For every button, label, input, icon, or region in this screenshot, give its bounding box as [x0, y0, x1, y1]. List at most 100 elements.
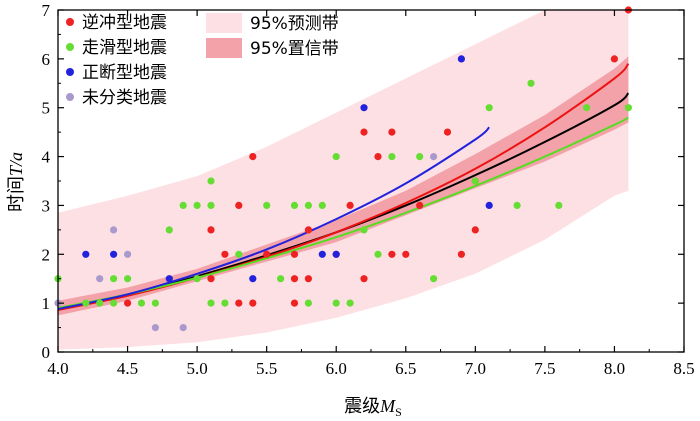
point-thrust: [388, 128, 396, 136]
y-tick-label: 3: [42, 196, 51, 215]
point-strike-slip: [430, 275, 438, 283]
legend-marker-unclassified: [66, 93, 74, 101]
point-strike-slip: [137, 299, 146, 307]
legend-label-unclassified: 未分类地震: [82, 88, 167, 108]
fit-lines-layer: [57, 63, 630, 311]
point-strike-slip: [360, 226, 368, 234]
point-thrust: [471, 226, 479, 234]
point-strike-slip: [235, 250, 243, 258]
point-strike-slip: [346, 299, 354, 307]
point-strike-slip: [583, 104, 591, 112]
point-strike-slip: [304, 201, 312, 209]
y-tick-label: 4: [42, 148, 51, 167]
point-thrust: [304, 275, 312, 283]
y-tick-label: 1: [42, 294, 51, 313]
point-strike-slip: [332, 299, 340, 307]
point-thrust: [290, 299, 299, 307]
point-thrust: [290, 275, 299, 283]
point-thrust: [235, 299, 243, 307]
point-strike-slip: [124, 275, 132, 283]
point-thrust: [346, 201, 354, 209]
legend-label-prediction-band: 95%预测带: [250, 14, 339, 34]
point-thrust: [402, 250, 410, 258]
x-tick-label: 6.0: [326, 359, 347, 378]
point-strike-slip: [388, 153, 396, 161]
x-tick-label: 8.0: [604, 359, 625, 378]
point-thrust: [416, 201, 424, 209]
legend: 逆冲型地震 走滑型地震 正断型地震 未分类地震 95%预测带 95%置信带: [66, 13, 339, 108]
point-strike-slip: [110, 299, 118, 307]
point-strike-slip: [416, 153, 424, 161]
point-strike-slip: [513, 201, 521, 209]
fit-line-normal: [57, 126, 490, 310]
point-normal: [82, 250, 90, 258]
point-strike-slip: [527, 79, 535, 87]
axes-layer: 4.0 4.5 5.0 5.5 6.0 6.5 7.0 7.5 8.0 8.5 0 1 2 3 4 5 6 7: [42, 1, 695, 378]
point-normal: [318, 250, 326, 258]
point-normal: [485, 201, 493, 209]
point-unclassified: [110, 226, 118, 234]
point-strike-slip: [110, 275, 118, 283]
data-points-layer: [54, 6, 633, 332]
point-thrust: [290, 250, 299, 258]
x-tick-label: 7.0: [465, 359, 486, 378]
point-unclassified: [430, 153, 438, 161]
legend-label-normal: 正断型地震: [82, 63, 167, 83]
point-thrust: [360, 275, 368, 283]
y-axis-title: 时间T/a: [6, 152, 27, 212]
point-thrust: [304, 226, 312, 234]
point-thrust: [207, 275, 215, 283]
point-thrust: [235, 201, 243, 209]
fit-line-strike-slip: [57, 116, 629, 309]
point-strike-slip: [193, 275, 201, 283]
point-strike-slip: [151, 299, 159, 307]
y-tick-label: 6: [42, 50, 51, 69]
point-strike-slip: [290, 201, 299, 209]
point-thrust: [388, 250, 396, 258]
x-tick-label: 4.0: [47, 359, 68, 378]
legend-patch-prediction-band: [206, 13, 242, 33]
point-strike-slip: [304, 299, 312, 307]
point-normal: [165, 275, 173, 283]
legend-label-thrust: 逆冲型地震: [82, 13, 167, 33]
x-tick-label: 5.0: [186, 359, 207, 378]
point-strike-slip: [263, 201, 271, 209]
y-axis-title-suffix: /a: [6, 152, 26, 167]
y-axis-title-symbol: T: [6, 164, 26, 176]
point-strike-slip: [96, 299, 104, 307]
x-tick-label: 6.5: [395, 359, 416, 378]
x-axis-title: 震级MS: [344, 396, 402, 419]
legend-label-confidence-band: 95%置信带: [250, 39, 339, 59]
point-thrust: [360, 128, 368, 136]
point-thrust: [249, 153, 257, 161]
bands-layer: [58, 10, 629, 350]
x-tick-label: 8.5: [673, 359, 694, 378]
legend-marker-thrust: [66, 18, 74, 26]
point-strike-slip: [332, 153, 340, 161]
point-thrust: [207, 226, 215, 234]
y-tick-label: 2: [42, 245, 51, 264]
point-strike-slip: [555, 201, 563, 209]
x-axis-title-symbol: M: [379, 396, 396, 416]
point-strike-slip: [318, 201, 326, 209]
point-normal: [110, 250, 118, 258]
legend-label-strike-slip: 走滑型地震: [82, 38, 167, 58]
point-thrust: [221, 250, 229, 258]
point-strike-slip: [179, 201, 187, 209]
prediction-band: [58, 10, 629, 350]
point-strike-slip: [207, 299, 215, 307]
point-thrust: [263, 250, 271, 258]
point-thrust: [457, 250, 465, 258]
point-unclassified: [124, 250, 132, 258]
point-normal: [249, 275, 257, 283]
point-thrust: [610, 55, 619, 63]
point-strike-slip: [471, 177, 479, 185]
point-strike-slip: [277, 275, 285, 283]
point-normal: [457, 55, 465, 63]
point-strike-slip: [82, 299, 90, 307]
legend-marker-normal: [66, 68, 74, 76]
x-tick-label: 4.5: [117, 359, 138, 378]
point-strike-slip: [221, 299, 229, 307]
point-unclassified: [96, 275, 104, 283]
